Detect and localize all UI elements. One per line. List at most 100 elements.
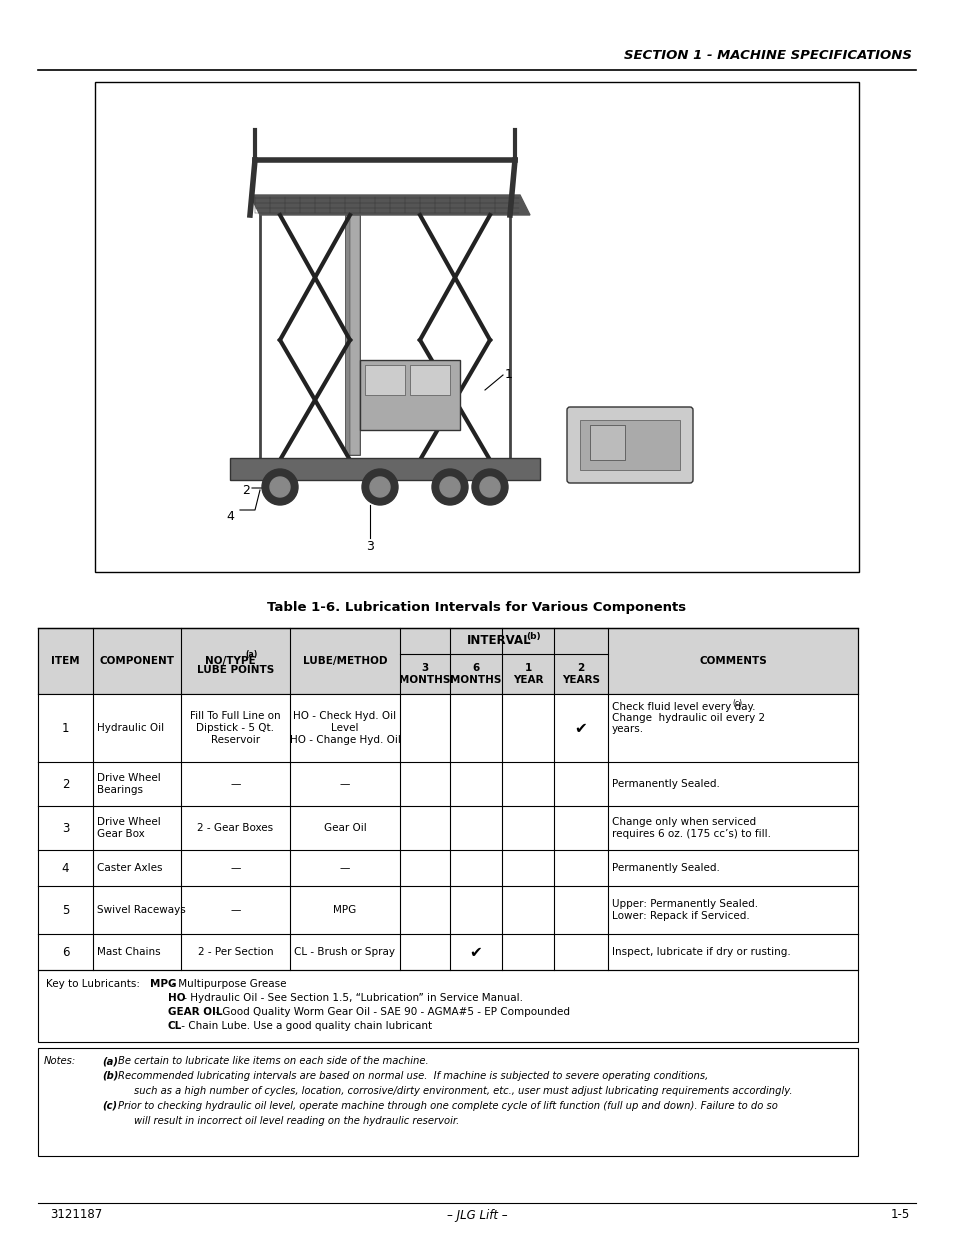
Text: —: — [230, 905, 240, 915]
Text: —: — [230, 779, 240, 789]
Text: NO/TYPE: NO/TYPE [205, 656, 255, 666]
Text: 2 - Gear Boxes: 2 - Gear Boxes [197, 823, 274, 832]
Text: HO: HO [168, 993, 185, 1003]
Text: ✔: ✔ [574, 720, 587, 736]
Text: (a): (a) [102, 1056, 118, 1066]
Text: SECTION 1 - MACHINE SPECIFICATIONS: SECTION 1 - MACHINE SPECIFICATIONS [623, 49, 911, 62]
Bar [38, 1049, 857, 1156]
Text: 3: 3 [366, 540, 374, 553]
Text: will result in incorrect oil level reading on the hydraulic reservoir.: will result in incorrect oil level readi… [133, 1116, 458, 1126]
Text: 6: 6 [62, 946, 70, 958]
Text: LUBE POINTS: LUBE POINTS [196, 664, 274, 676]
Text: (b): (b) [526, 631, 540, 641]
Text: 1: 1 [62, 721, 70, 735]
Text: Notes:: Notes: [44, 1056, 76, 1066]
Text: - Multipurpose Grease: - Multipurpose Grease [168, 979, 286, 989]
Bar [38, 762, 857, 806]
Text: Drive Wheel
Gear Box: Drive Wheel Gear Box [97, 816, 161, 840]
Text: Upper: Permanently Sealed.
Lower: Repack if Serviced.: Upper: Permanently Sealed. Lower: Repack… [612, 899, 758, 921]
Text: - Good Quality Worm Gear Oil - SAE 90 - AGMA#5 - EP Compounded: - Good Quality Worm Gear Oil - SAE 90 - … [212, 1007, 569, 1016]
Text: Key to Lubricants:: Key to Lubricants: [46, 979, 147, 989]
Text: MPG: MPG [150, 979, 176, 989]
Text: Gear Oil: Gear Oil [323, 823, 366, 832]
Text: COMPONENT: COMPONENT [99, 656, 174, 666]
Text: 6
MONTHS: 6 MONTHS [450, 663, 501, 685]
Bar [345, 215, 359, 454]
FancyBboxPatch shape [566, 408, 692, 483]
Text: 5: 5 [62, 904, 70, 916]
Text: 2: 2 [242, 483, 250, 496]
Text: (c): (c) [102, 1100, 117, 1112]
Text: 3
MONTHS: 3 MONTHS [399, 663, 450, 685]
Text: INTERVAL: INTERVAL [466, 635, 531, 647]
Circle shape [432, 469, 468, 505]
Bar [359, 359, 459, 430]
Text: Prior to checking hydraulic oil level, operate machine through one complete cycl: Prior to checking hydraulic oil level, o… [118, 1100, 777, 1112]
Text: Hydraulic Oil: Hydraulic Oil [97, 722, 164, 734]
Polygon shape [250, 195, 530, 215]
Bar [410, 366, 450, 395]
Bar [38, 885, 857, 934]
Circle shape [479, 477, 499, 496]
Text: 2
YEARS: 2 YEARS [561, 663, 599, 685]
Text: Permanently Sealed.: Permanently Sealed. [612, 779, 720, 789]
Text: —: — [339, 779, 350, 789]
Bar [579, 420, 679, 471]
Text: Inspect, lubricate if dry or rusting.: Inspect, lubricate if dry or rusting. [612, 947, 790, 957]
Text: (b): (b) [102, 1071, 118, 1081]
Text: - Chain Lube. Use a good quality chain lubricant: - Chain Lube. Use a good quality chain l… [178, 1021, 432, 1031]
Text: LUBE/METHOD: LUBE/METHOD [302, 656, 387, 666]
Bar [38, 694, 857, 762]
Text: Caster Axles: Caster Axles [97, 863, 162, 873]
Bar [38, 934, 857, 969]
Circle shape [262, 469, 297, 505]
Bar [38, 850, 857, 885]
Text: - Hydraulic Oil - See Section 1.5, “Lubrication” in Service Manual.: - Hydraulic Oil - See Section 1.5, “Lubr… [180, 993, 522, 1003]
Text: (c): (c) [732, 699, 741, 708]
Text: Mast Chains: Mast Chains [97, 947, 160, 957]
Bar [589, 425, 624, 459]
Text: Recommended lubricating intervals are based on normal use.  If machine is subjec: Recommended lubricating intervals are ba… [118, 1071, 707, 1081]
Bar [365, 366, 405, 395]
Text: CL: CL [168, 1021, 182, 1031]
Text: Fill To Full Line on
Dipstick - 5 Qt.
Reservoir: Fill To Full Line on Dipstick - 5 Qt. Re… [190, 710, 280, 746]
Text: 2 - Per Section: 2 - Per Section [197, 947, 273, 957]
Text: ✔: ✔ [469, 945, 482, 960]
Text: – JLG Lift –: – JLG Lift – [446, 1209, 507, 1221]
Bar [38, 969, 857, 1042]
Text: 1-5: 1-5 [890, 1209, 909, 1221]
Text: 1: 1 [504, 368, 513, 382]
Text: 3: 3 [62, 821, 70, 835]
Text: CL - Brush or Spray: CL - Brush or Spray [294, 947, 395, 957]
Text: 3121187: 3121187 [50, 1209, 102, 1221]
Text: years.: years. [612, 724, 643, 734]
Text: (a): (a) [245, 650, 257, 658]
Circle shape [270, 477, 290, 496]
Text: —: — [230, 863, 240, 873]
Bar [38, 806, 857, 850]
Text: Drive Wheel
Bearings: Drive Wheel Bearings [97, 773, 161, 795]
Text: Table 1-6. Lubrication Intervals for Various Components: Table 1-6. Lubrication Intervals for Var… [267, 601, 686, 614]
Circle shape [472, 469, 507, 505]
Bar [95, 82, 858, 572]
Text: —: — [339, 863, 350, 873]
Text: COMMENTS: COMMENTS [699, 656, 766, 666]
Text: Swivel Raceways: Swivel Raceways [97, 905, 186, 915]
Text: Check fluid level every day.: Check fluid level every day. [612, 701, 755, 713]
Text: 4: 4 [62, 862, 70, 874]
Text: 1
YEAR: 1 YEAR [512, 663, 542, 685]
Text: GEAR OIL: GEAR OIL [168, 1007, 222, 1016]
Text: Permanently Sealed.: Permanently Sealed. [612, 863, 720, 873]
Text: Be certain to lubricate like items on each side of the machine.: Be certain to lubricate like items on ea… [118, 1056, 428, 1066]
Circle shape [361, 469, 397, 505]
Text: 2: 2 [62, 778, 70, 790]
Bar [230, 458, 539, 480]
Bar [38, 629, 857, 694]
Circle shape [439, 477, 459, 496]
Text: HO - Check Hyd. Oil
Level
HO - Change Hyd. Oil: HO - Check Hyd. Oil Level HO - Change Hy… [290, 710, 400, 746]
Circle shape [370, 477, 390, 496]
Text: ITEM: ITEM [51, 656, 80, 666]
Bar [350, 215, 359, 454]
Text: such as a high number of cycles, location, corrosive/dirty environment, etc., us: such as a high number of cycles, locatio… [133, 1086, 792, 1095]
Text: Change only when serviced
requires 6 oz. (175 cc’s) to fill.: Change only when serviced requires 6 oz.… [612, 816, 770, 840]
